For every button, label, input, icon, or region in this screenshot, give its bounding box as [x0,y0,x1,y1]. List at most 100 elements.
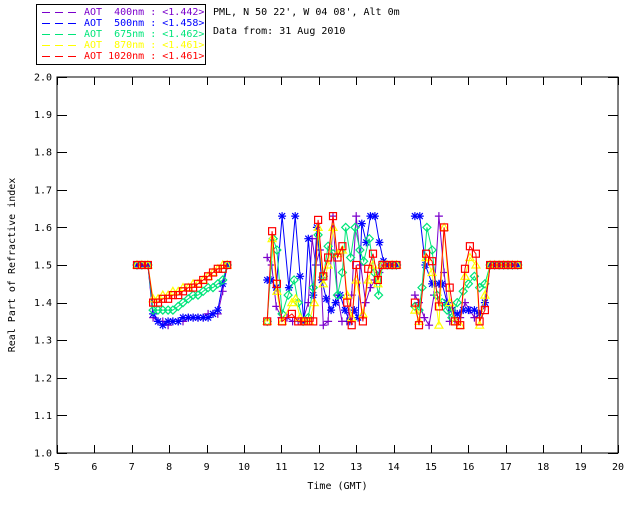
square-marker [373,275,382,285]
triangle-marker [327,222,339,231]
square-marker [383,260,392,270]
square-marker [445,283,454,292]
triangle-marker [167,286,178,295]
x-tick-label: 10 [238,462,250,473]
asterisk-marker-diagonals [189,314,197,322]
square-marker [513,260,522,270]
y-tick-label: 2.0 [34,73,52,84]
square-marker [324,253,333,262]
square-marker [422,249,431,258]
x-tick-label: 8 [166,462,172,473]
diamond-marker [193,290,203,300]
series-aot-500nm [133,212,522,330]
square-marker [272,279,281,288]
y-tick-label: 1.7 [34,185,52,196]
square-marker [319,272,328,281]
asterisk-marker-diagonals [327,306,335,314]
square-marker [263,317,272,326]
square-marker [364,264,373,273]
square-marker [486,260,495,270]
legend-line-swatch [42,23,79,24]
legend-line-swatch [42,12,79,13]
y-tick-label: 1.0 [34,449,52,460]
legend-line-swatch [42,45,79,46]
square-marker [460,264,470,273]
diamond-marker [364,233,375,244]
diamond-marker [272,245,282,255]
legend-line-swatch [42,34,79,35]
x-tick-label: 16 [462,462,474,473]
x-tick-label: 20 [612,462,624,473]
plus-marker [410,291,419,300]
diamond-marker [452,297,463,308]
square-marker [358,317,367,326]
square-marker [287,309,296,318]
diamond-marker [463,278,474,289]
plus-marker [366,283,375,292]
square-marker [143,260,152,270]
square-marker [475,317,484,326]
legend-entry-label: AOT 675nm : <1.462> [84,29,205,40]
legend-entry-label: AOT 870nm : <1.461> [84,40,205,51]
triangle-marker [188,278,199,288]
x-tick-label: 11 [275,462,287,473]
square-marker [410,298,419,307]
diamond-marker [168,305,178,315]
diamond-marker [442,305,452,315]
plus-marker [434,212,443,221]
asterisk-marker-diagonals [204,314,212,322]
series-line [137,264,228,304]
square-marker [213,264,222,273]
square-marker [440,223,449,232]
square-marker [392,260,401,270]
x-tick-label: 7 [129,462,135,473]
asterisk-marker-diagonals [209,310,217,318]
asterisk-marker-diagonals [179,314,187,322]
square-marker [480,306,489,315]
square-marker [490,260,499,270]
square-marker [343,298,352,307]
series-aot-1020nm [132,212,522,330]
x-tick-label: 15 [425,462,437,473]
diamond-marker [427,245,437,255]
asterisk-marker-diagonals [291,212,299,220]
plus-marker [352,212,361,221]
asterisk-marker-diagonals [214,306,222,314]
triangle-marker [313,222,324,231]
square-marker [508,260,517,270]
square-marker [428,257,437,266]
y-tick-label: 1.6 [34,223,52,234]
y-tick-label: 1.4 [34,298,52,309]
plus-marker [420,313,429,322]
legend-entry-label: AOT 500nm : <1.458> [84,18,205,29]
asterisk-marker-diagonals [285,284,293,292]
square-marker [309,317,318,326]
diamond-marker [350,222,360,233]
diamond-marker [332,290,343,300]
asterisk-marker-diagonals [416,212,424,220]
diamond-marker [358,256,369,267]
square-marker [465,242,474,251]
asterisk-marker-diagonals [174,317,182,325]
x-tick-label: 17 [500,462,512,473]
square-marker [304,317,313,326]
triangle-marker [433,319,444,329]
asterisk-marker-diagonals [470,306,478,314]
y-tick-label: 1.5 [34,261,52,272]
asterisk-marker-diagonals [194,314,202,322]
asterisk-marker-diagonals [332,299,340,307]
x-tick-label: 19 [575,462,587,473]
diamond-marker [178,297,188,308]
square-marker [456,321,465,330]
asterisk-marker-diagonals [453,310,461,318]
square-marker [223,260,232,270]
asterisk-marker-diagonals [278,212,286,220]
plus-marker [425,321,434,330]
square-marker [314,215,323,224]
diamond-marker [308,282,319,293]
triangle-marker [363,274,374,284]
square-marker [184,283,193,292]
x-tick-label: 12 [313,462,325,473]
asterisk-marker-diagonals [169,317,177,325]
